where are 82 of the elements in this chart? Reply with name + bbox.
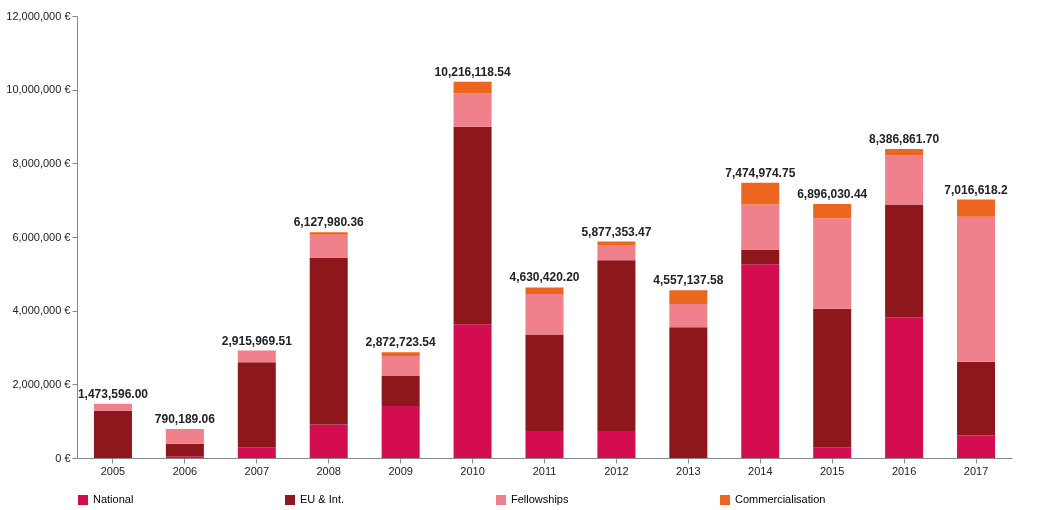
total-label: 7,016,618.2 bbox=[944, 182, 1009, 197]
total-label: 2,872,723.54 bbox=[365, 335, 437, 350]
bar bbox=[237, 350, 276, 363]
y-tick-label: 6,000,000 € bbox=[12, 230, 71, 243]
bar bbox=[813, 204, 852, 219]
bar bbox=[597, 260, 636, 432]
bar bbox=[237, 362, 276, 448]
legend-label: National bbox=[93, 493, 134, 505]
y-tick-label: 4,000,000 € bbox=[12, 304, 71, 317]
x-tick-label: 2005 bbox=[100, 464, 126, 477]
x-tick-label: 2007 bbox=[244, 464, 270, 477]
legend-label: Fellowships bbox=[511, 493, 569, 505]
total-label: 4,630,420.20 bbox=[509, 270, 580, 285]
bar bbox=[453, 81, 492, 94]
bar bbox=[957, 435, 996, 458]
bar bbox=[309, 234, 348, 258]
bar bbox=[813, 308, 852, 448]
bar bbox=[741, 182, 780, 205]
bar bbox=[165, 428, 204, 444]
bar bbox=[669, 304, 708, 328]
y-tick-label: 8,000,000 € bbox=[12, 156, 71, 169]
total-label: 790,189.06 bbox=[154, 411, 216, 426]
x-tick-label: 2013 bbox=[676, 464, 701, 477]
x-tick-label: 2017 bbox=[963, 464, 989, 477]
bar bbox=[597, 245, 636, 261]
x-tick-label: 2010 bbox=[460, 464, 485, 477]
bar bbox=[237, 447, 276, 458]
bar bbox=[885, 204, 924, 318]
bar bbox=[885, 317, 924, 458]
y-tick-label: 0 € bbox=[55, 451, 71, 464]
total-label: 10,216,118.54 bbox=[434, 64, 511, 79]
x-tick-label: 2006 bbox=[172, 464, 198, 477]
bar bbox=[597, 431, 636, 458]
bar bbox=[381, 352, 420, 356]
bar bbox=[309, 258, 348, 425]
bar bbox=[741, 264, 780, 458]
bar bbox=[885, 155, 924, 205]
x-tick-label: 2009 bbox=[388, 464, 413, 477]
bar bbox=[165, 443, 204, 457]
bar bbox=[885, 149, 924, 156]
bar bbox=[309, 424, 348, 458]
total-label: 2,915,969.51 bbox=[221, 333, 293, 348]
bar bbox=[813, 447, 852, 458]
x-tick-label: 2016 bbox=[891, 464, 917, 477]
bar bbox=[525, 334, 564, 432]
total-label: 4,557,137.58 bbox=[653, 273, 724, 288]
x-tick-label: 2008 bbox=[316, 464, 341, 477]
x-tick-label: 2011 bbox=[532, 464, 557, 477]
bar bbox=[957, 361, 996, 436]
bar bbox=[813, 218, 852, 309]
bar bbox=[525, 287, 564, 295]
bar bbox=[669, 290, 708, 305]
bar bbox=[309, 232, 348, 235]
total-label: 6,896,030.44 bbox=[797, 187, 868, 201]
y-tick-label: 12,000,000 € bbox=[6, 9, 71, 22]
total-label: 1,473,596.00 bbox=[77, 386, 149, 401]
bar bbox=[453, 324, 492, 458]
legend-label: Commercialisation bbox=[735, 493, 826, 505]
x-tick-label: 2012 bbox=[604, 464, 629, 477]
bar bbox=[381, 375, 420, 407]
bar bbox=[453, 126, 492, 325]
x-tick-label: 2015 bbox=[819, 464, 845, 477]
y-tick-label: 2,000,000 € bbox=[12, 377, 71, 390]
x-tick-label: 2014 bbox=[748, 464, 773, 477]
y-tick-label: 10,000,000 € bbox=[6, 83, 71, 96]
bar bbox=[453, 93, 492, 127]
bar bbox=[381, 355, 420, 376]
bar bbox=[525, 294, 564, 335]
total-label: 8,386,861.70 bbox=[869, 132, 940, 147]
total-label: 7,474,974.75 bbox=[725, 165, 796, 180]
bar bbox=[669, 327, 708, 458]
total-label: 5,877,353.47 bbox=[581, 224, 652, 239]
legend-label: EU & Int. bbox=[300, 493, 345, 505]
bar bbox=[957, 199, 996, 217]
bar bbox=[741, 204, 780, 250]
bar bbox=[381, 406, 420, 458]
bar bbox=[525, 431, 564, 458]
bar bbox=[957, 216, 996, 362]
total-label: 6,127,980.36 bbox=[293, 215, 365, 230]
bar bbox=[93, 410, 132, 458]
bar bbox=[741, 249, 780, 265]
bar bbox=[93, 403, 132, 411]
